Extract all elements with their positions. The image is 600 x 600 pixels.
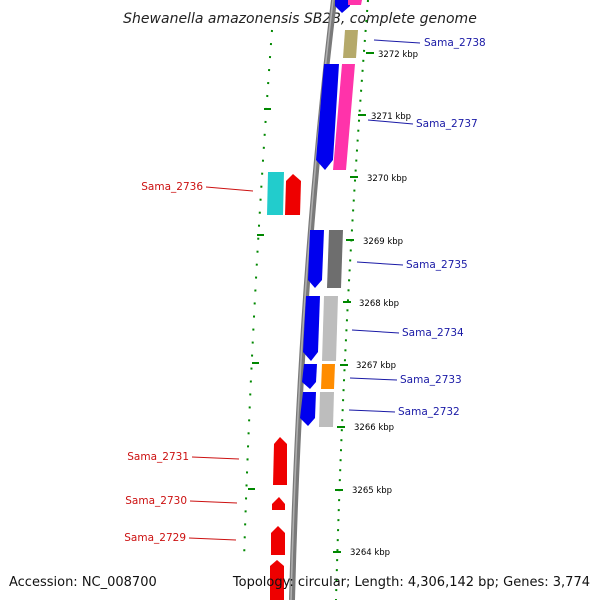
gene-sama-2738-cog[interactable] (343, 30, 358, 58)
gene-label-sama-2733[interactable]: Sama_2733 (400, 374, 462, 386)
scale-label: 3271 kbp (371, 112, 411, 122)
forward-strand-genes (300, 0, 362, 427)
topology-text: Topology: circular; Length: 4,306,142 bp… (232, 575, 590, 590)
gene-label-sama-2736[interactable]: Sama_2736 (141, 181, 203, 193)
reverse-gene-labels: Sama_2736 Sama_2731 Sama_2730 Sama_2729 (124, 181, 254, 544)
gene-partial-bottom-red[interactable] (270, 560, 284, 600)
gene-sama-2730-red[interactable] (272, 497, 285, 510)
gene-sama-2736-red[interactable] (285, 174, 301, 215)
gene-sama-2731-red[interactable] (273, 437, 287, 485)
gene-sama-2736-cog[interactable] (267, 172, 284, 215)
scale-label: 3264 kbp (350, 548, 390, 558)
scale-label: 3270 kbp (367, 174, 407, 184)
gene-sama-2734-cog[interactable] (322, 296, 338, 361)
forward-gene-labels: Sama_2738 Sama_2737 Sama_2735 Sama_2734 … (348, 37, 486, 418)
gene-label-sama-2735[interactable]: Sama_2735 (406, 259, 468, 271)
gene-sama-2729-red[interactable] (271, 526, 285, 555)
gene-sama-2732-cog[interactable] (319, 392, 334, 427)
gene-sama-2733-cog[interactable] (321, 364, 335, 389)
gene-sama-2735-blue[interactable] (308, 230, 324, 288)
gene-sama-2735-cog[interactable] (327, 230, 343, 288)
scale-label: 3272 kbp (378, 50, 418, 60)
scale-label: 3267 kbp (356, 361, 396, 371)
gene-label-sama-2738[interactable]: Sama_2738 (424, 37, 486, 49)
gene-label-sama-2731[interactable]: Sama_2731 (127, 451, 189, 463)
major-ticks (248, 52, 374, 553)
gene-sama-2733-blue[interactable] (302, 364, 317, 389)
gene-label-sama-2729[interactable]: Sama_2729 (124, 532, 186, 544)
gene-label-sama-2732[interactable]: Sama_2732 (398, 406, 460, 418)
scale-label: 3269 kbp (363, 237, 403, 247)
scale-label: 3266 kbp (354, 423, 394, 433)
scale-labels: 3272 kbp 3271 kbp 3270 kbp 3269 kbp 3268… (350, 50, 418, 558)
gene-label-sama-2734[interactable]: Sama_2734 (402, 327, 464, 339)
gene-partial-top-cog[interactable] (348, 0, 362, 5)
outer-tick-ring (335, 0, 369, 600)
gene-sama-2738-blue[interactable] (335, 0, 350, 13)
gene-sama-2734-blue[interactable] (303, 296, 320, 361)
scale-label: 3265 kbp (352, 486, 392, 496)
reverse-strand-genes (267, 172, 301, 600)
map-title: Shewanella amazonensis SB2B, complete ge… (123, 11, 477, 27)
scale-label: 3268 kbp (359, 299, 399, 309)
gene-sama-2732-blue[interactable] (300, 392, 316, 426)
gene-label-sama-2730[interactable]: Sama_2730 (125, 495, 187, 507)
gene-sama-2737-blue[interactable] (316, 64, 339, 170)
accession-text: Accession: NC_008700 (9, 575, 157, 590)
gene-label-sama-2737[interactable]: Sama_2737 (416, 118, 478, 130)
gene-sama-2737-cog[interactable] (333, 64, 355, 170)
